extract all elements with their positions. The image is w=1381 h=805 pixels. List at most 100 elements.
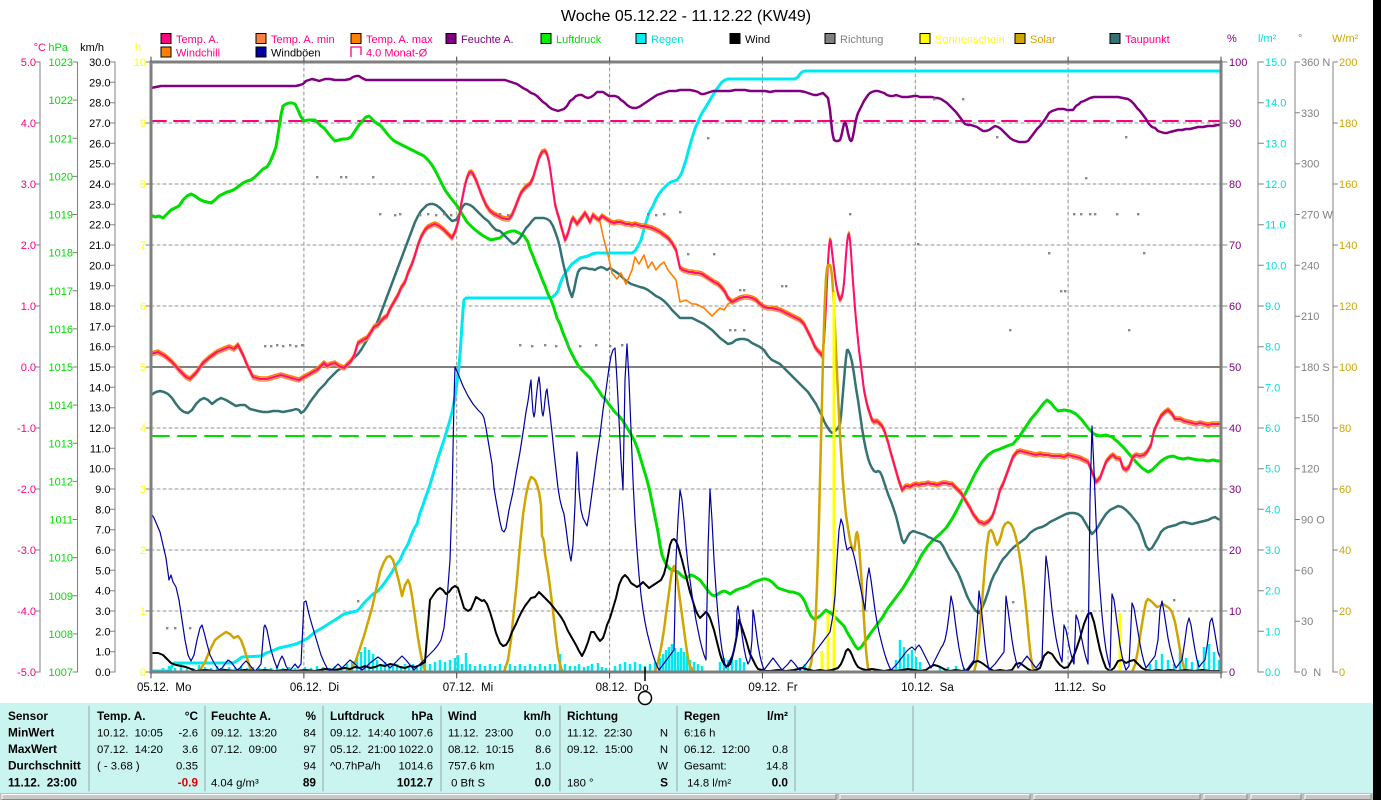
svg-text:5.0: 5.0: [95, 565, 110, 577]
svg-text:W/m²: W/m²: [1332, 33, 1359, 45]
svg-text:06.12. 12:00: 06.12. 12:00: [684, 744, 750, 756]
svg-text:3.0: 3.0: [1265, 545, 1280, 557]
svg-text:14.8 l/m²: 14.8 l/m²: [684, 778, 731, 790]
svg-text:Temp. A. max: Temp. A. max: [366, 34, 433, 46]
svg-text:0.0: 0.0: [535, 728, 551, 740]
svg-text:4.0: 4.0: [21, 118, 36, 130]
svg-text:11.12. 23:00: 11.12. 23:00: [448, 728, 513, 740]
svg-text:13.0: 13.0: [89, 403, 110, 415]
svg-text:23.0: 23.0: [89, 199, 110, 211]
svg-text:%: %: [306, 709, 317, 723]
svg-text:50: 50: [1229, 362, 1241, 374]
svg-text:80: 80: [1339, 423, 1351, 435]
svg-text:08.12. 10:15: 08.12. 10:15: [448, 744, 514, 756]
svg-text:1022: 1022: [49, 95, 73, 107]
svg-text:0.0: 0.0: [1265, 667, 1280, 679]
svg-text:25.0: 25.0: [89, 159, 110, 171]
svg-text:30: 30: [1301, 616, 1313, 628]
svg-text:0 N: 0 N: [1301, 667, 1321, 679]
svg-text:1021: 1021: [49, 133, 73, 145]
svg-text:180 S: 180 S: [1301, 362, 1330, 374]
svg-text:MaxWert: MaxWert: [8, 742, 57, 756]
svg-text:100: 100: [1339, 362, 1357, 374]
svg-text:10: 10: [134, 57, 146, 69]
svg-text:Solar: Solar: [1030, 34, 1056, 46]
svg-text:7.0: 7.0: [1265, 382, 1280, 394]
svg-text:Feuchte A.: Feuchte A.: [211, 709, 271, 723]
svg-text:14.8: 14.8: [766, 761, 788, 773]
svg-text:757.6 km: 757.6 km: [448, 761, 494, 773]
svg-text:2.0: 2.0: [95, 626, 110, 638]
svg-text:Luftdruck: Luftdruck: [330, 709, 385, 723]
svg-text:°C: °C: [185, 709, 199, 723]
svg-text:Regen: Regen: [651, 34, 683, 46]
svg-text:Gesamt:: Gesamt:: [684, 761, 727, 773]
svg-text:300: 300: [1301, 159, 1319, 171]
svg-text:10.12. 10:05: 10.12. 10:05: [97, 728, 163, 740]
svg-text:240: 240: [1301, 260, 1319, 272]
svg-text:4.0: 4.0: [95, 586, 110, 598]
svg-text:3.0: 3.0: [95, 606, 110, 618]
svg-text:18.0: 18.0: [89, 301, 110, 313]
svg-text:Wind: Wind: [448, 709, 477, 723]
svg-text:1012: 1012: [49, 476, 73, 488]
svg-text:40: 40: [1229, 423, 1241, 435]
svg-text:27.0: 27.0: [89, 118, 110, 130]
svg-text:90 O: 90 O: [1301, 514, 1325, 526]
svg-text:0.0: 0.0: [21, 362, 36, 374]
svg-text:Temp. A.: Temp. A.: [176, 34, 219, 46]
svg-text:l/m²: l/m²: [1258, 33, 1277, 45]
svg-text:07.12. 14:20: 07.12. 14:20: [97, 744, 163, 756]
svg-text:60: 60: [1229, 301, 1241, 313]
svg-text:Taupunkt: Taupunkt: [1125, 34, 1170, 46]
svg-text:8.0: 8.0: [95, 504, 110, 516]
svg-text:11.12. 23:00: 11.12. 23:00: [8, 776, 77, 790]
svg-text:07.12. 09:00: 07.12. 09:00: [211, 744, 277, 756]
svg-text:09.12. 14:40: 09.12. 14:40: [330, 728, 396, 740]
svg-text:09.12. 15:00: 09.12. 15:00: [567, 744, 633, 756]
svg-text:0.0: 0.0: [95, 667, 110, 679]
svg-text:11.0: 11.0: [90, 443, 111, 455]
svg-text:30: 30: [1229, 484, 1241, 496]
svg-text:12.0: 12.0: [89, 423, 110, 435]
svg-text:-2.6: -2.6: [179, 728, 198, 740]
svg-text:4.0: 4.0: [1265, 504, 1280, 516]
svg-text:100: 100: [1229, 57, 1247, 69]
svg-text:3.0: 3.0: [21, 179, 36, 191]
svg-text:6.0: 6.0: [95, 545, 110, 557]
svg-text:-4.0: -4.0: [17, 606, 36, 618]
svg-text:-0.9: -0.9: [178, 776, 199, 790]
svg-text:5: 5: [140, 362, 146, 374]
svg-text:Richtung: Richtung: [567, 709, 618, 723]
svg-text:1013: 1013: [49, 438, 73, 450]
svg-text:160: 160: [1339, 179, 1357, 191]
svg-text:km/h: km/h: [80, 42, 104, 54]
svg-text:4: 4: [140, 423, 146, 435]
svg-text:Sensor: Sensor: [8, 709, 48, 723]
svg-text:10.0: 10.0: [1265, 260, 1286, 272]
svg-text:l/m²: l/m²: [767, 709, 788, 723]
svg-text:180: 180: [1339, 118, 1357, 130]
svg-text:1014.6: 1014.6: [398, 761, 433, 773]
svg-text:hPa: hPa: [48, 42, 68, 54]
svg-text:0: 0: [1339, 667, 1345, 679]
svg-text:W: W: [657, 761, 668, 773]
svg-text:24.0: 24.0: [89, 179, 110, 191]
svg-text:Windböen: Windböen: [271, 48, 321, 60]
svg-text:MinWert: MinWert: [8, 726, 54, 740]
svg-text:15.0: 15.0: [89, 362, 110, 374]
svg-text:08.12. Do: 08.12. Do: [596, 682, 649, 694]
svg-text:60: 60: [1301, 565, 1313, 577]
svg-text:1011: 1011: [49, 515, 73, 527]
svg-text:09.12. 13:20: 09.12. 13:20: [211, 728, 277, 740]
svg-text:0.8: 0.8: [772, 744, 788, 756]
svg-text:20: 20: [1339, 606, 1351, 618]
svg-text:40: 40: [1339, 545, 1351, 557]
svg-text:17.0: 17.0: [89, 321, 110, 333]
svg-text:97: 97: [303, 744, 316, 756]
svg-text:5.0: 5.0: [1265, 464, 1280, 476]
svg-text:N: N: [660, 728, 668, 740]
svg-text:16.0: 16.0: [89, 342, 110, 354]
svg-text:1014: 1014: [49, 400, 73, 412]
svg-text:Richtung: Richtung: [840, 34, 883, 46]
